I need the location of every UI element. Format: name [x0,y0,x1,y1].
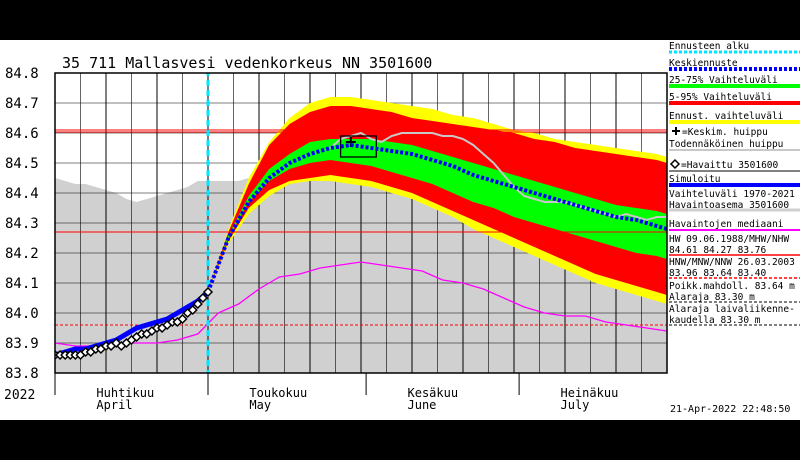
legend-label-line2: Alaraja 83.30 m [669,292,755,303]
month-label-fi: Toukokuu [249,386,307,400]
legend-item-forecast_mean: Keskiennuste [669,58,800,71]
legend: Ennusteen alku Keskiennuste 25-75% Vaihtel… [669,41,800,326]
y-tick-label: 83.9 [5,336,39,352]
forecast-25-75-band [208,139,667,292]
month-label-fi: Kesäkuu [408,386,459,400]
legend-label: 5-95% Vaihteluväli [669,92,772,103]
peak-box [339,135,377,158]
legend-item-forecast_start: Ennusteen alku [669,41,800,54]
legend-plus-marker [672,127,680,135]
legend-label: Poikk.mahdoll. 83.64 m [669,281,795,292]
y-tick-label: 84.1 [5,276,39,292]
y-tick-label: 84.7 [5,96,39,112]
timestamp: 21-Apr-2022 22:48:50 [670,404,790,415]
legend-label: HNW/MNW/NNW 26.03.2003 [669,257,795,268]
legend-item-mean_peak: =Keskim. huippu [672,127,768,138]
year-label: 2022 [4,388,35,403]
legend-label: Simuloitu [669,174,720,185]
median-line [55,261,667,347]
chart-title: 35 711 Mallasvesi vedenkorkeus NN 350160… [62,54,432,72]
legend-label: =Havaittu 3501600 [681,160,779,171]
legend-label-line2: Havaintoasema 3501600 [669,200,789,211]
y-tick-label: 84.8 [5,66,39,82]
legend-label: Alaraja laivaliikenne- [669,304,795,315]
legend-label: 25-75% Vaihteluväli [669,75,778,86]
plot-border [54,72,668,374]
observed-point [177,313,188,325]
legend-item-navigation_low: Alaraja laivaliikenne-kaudella 83.30 m [669,304,800,326]
month-label-fi: Huhtikuu [96,386,154,400]
water-level-chart: 83.8 83.9 84.0 84.1 84.2 84.3 84.4 84.5 84.6 84.7… [4,41,800,415]
legend-label: Havaintojen mediaani [669,219,784,230]
legend-label: Ennust. vaihteluväli [669,111,784,122]
legend-label: Todennäköinen huippu [669,139,783,150]
simulated-line [55,290,210,358]
legend-label: Vaihteluväli 1970-2021 [669,189,795,200]
y-tick-label: 84.2 [5,246,39,262]
legend-label: =Keskim. huippu [682,127,768,138]
y-tick-label: 83.8 [5,366,39,382]
observed-point [202,286,214,298]
month-label-en: July [561,398,590,412]
y-tick-label: 84.6 [5,126,39,142]
legend-diamond-marker [669,158,681,170]
month-label-en: May [249,398,271,412]
observed-point [197,292,208,304]
y-tick-label: 84.3 [5,216,39,232]
plot-area [55,73,667,373]
legend-item-band_envelope: Ennust. vaihteluväli [669,111,800,124]
month-label-fi: Heinäkuu [561,386,619,400]
legend-item-observed: =Havaittu 3501600 [669,158,800,172]
legend-item-simulated: Simuloitu [669,174,800,187]
legend-label-line2: 84.61 84.27 83.76 [669,245,767,256]
legend-label-line2: kaudella 83.30 m [669,315,761,326]
month-label-en: June [408,398,437,412]
legend-label-line2: 83.96 83.64 83.40 [669,268,767,279]
chart-frame: 83.8 83.9 84.0 84.1 84.2 84.3 84.4 84.5 84.6 84.7… [0,40,800,420]
legend-label: Keskiennuste [669,58,738,69]
legend-label: HW 09.06.1988/MHW/NHW [669,234,789,245]
legend-item-probable_peak: Todennäköinen huippu [669,139,800,151]
legend-label: Ennusteen alku [669,41,749,52]
forecast-mean-line [206,142,667,293]
y-tick-label: 84.4 [5,186,39,202]
observed-point [192,298,203,310]
y-tick-label: 84.5 [5,156,39,172]
legend-item-median: Havaintojen mediaani [669,219,800,231]
legend-item-band_25_75: 25-75% Vaihteluväli [669,75,800,88]
legend-item-band_5_95: 5-95% Vaihteluväli [669,92,800,105]
y-tick-label: 84.0 [5,306,39,322]
observed-point [187,304,198,316]
month-label-en: April [96,398,132,412]
axes: 83.8 83.9 84.0 84.1 84.2 84.3 84.4 84.5 84.6 84.7… [5,66,618,412]
